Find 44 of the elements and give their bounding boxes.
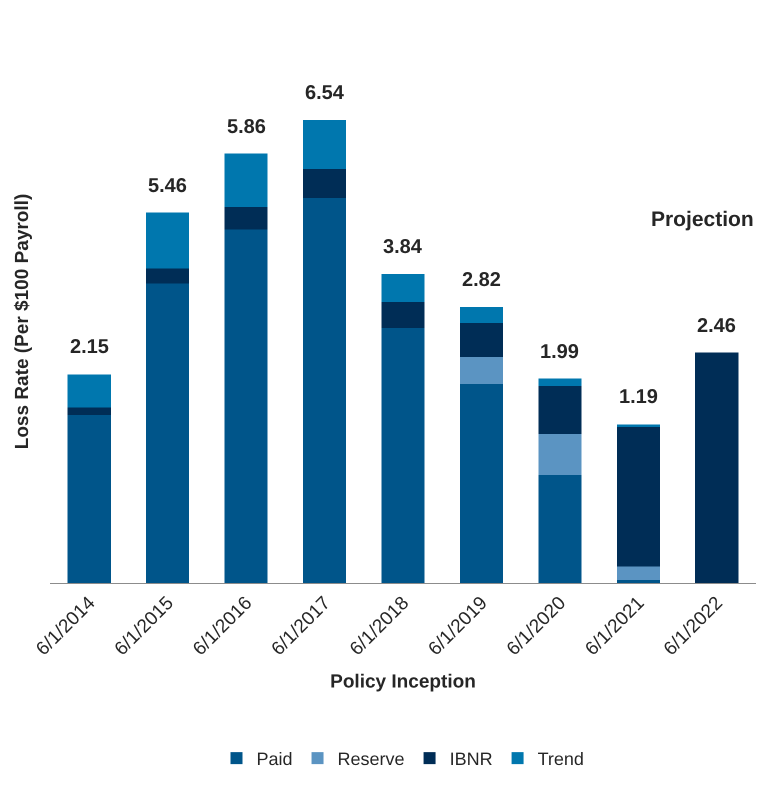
bar bbox=[68, 374, 111, 408]
bar bbox=[302, 169, 346, 198]
bar bbox=[146, 268, 190, 284]
bar bbox=[224, 229, 268, 583]
bar bbox=[381, 274, 425, 302]
bar bbox=[616, 580, 660, 583]
bar bbox=[146, 284, 190, 583]
bar bbox=[616, 424, 660, 428]
bar bbox=[538, 378, 582, 386]
legend-label: Trend bbox=[538, 749, 584, 770]
text: 6.54 bbox=[305, 82, 345, 104]
legend-label: Paid bbox=[256, 749, 293, 770]
annotation: 1.99 bbox=[540, 341, 579, 363]
y-axis-title: Loss Rate (Per $100 Payroll) bbox=[12, 194, 33, 450]
legend-label: IBNR bbox=[450, 749, 493, 770]
bar bbox=[538, 475, 582, 583]
bar bbox=[381, 302, 425, 328]
annotation: 2.82 bbox=[462, 269, 501, 291]
bar bbox=[538, 434, 582, 476]
bar bbox=[224, 207, 268, 230]
x-axis-title: Policy Inception bbox=[330, 672, 476, 693]
bar bbox=[381, 328, 425, 583]
bar bbox=[146, 212, 190, 268]
annotation: 2.46 bbox=[697, 315, 736, 337]
bar bbox=[224, 153, 268, 208]
bar bbox=[460, 307, 504, 323]
bar bbox=[616, 566, 660, 580]
bar bbox=[616, 427, 660, 566]
bar bbox=[302, 198, 346, 583]
legend-label: Reserve bbox=[338, 749, 405, 770]
bar bbox=[460, 384, 504, 583]
bar bbox=[302, 120, 346, 170]
bar bbox=[538, 386, 582, 434]
annotation: 3.84 bbox=[383, 236, 423, 258]
bar bbox=[68, 414, 111, 583]
annotation: 2.15 bbox=[70, 336, 109, 358]
bar bbox=[68, 408, 111, 415]
annotation: 5.86 bbox=[227, 116, 266, 138]
bar bbox=[695, 352, 738, 583]
annotation: Projection bbox=[651, 208, 754, 231]
annotation: 1.19 bbox=[619, 386, 658, 408]
bar bbox=[460, 357, 504, 384]
bar bbox=[460, 322, 504, 358]
annotation: 5.46 bbox=[148, 175, 187, 197]
